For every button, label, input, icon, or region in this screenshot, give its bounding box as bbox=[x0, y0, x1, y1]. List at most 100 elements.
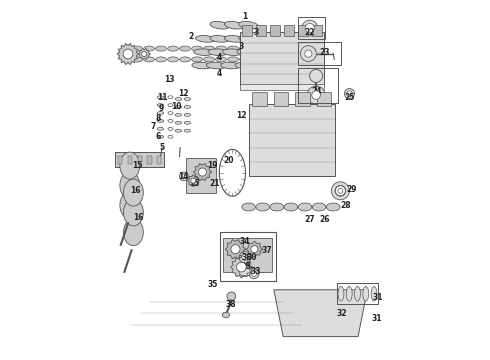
Text: 28: 28 bbox=[341, 201, 351, 210]
Circle shape bbox=[346, 91, 352, 96]
Ellipse shape bbox=[371, 287, 377, 301]
Bar bbox=[157, 156, 161, 164]
Ellipse shape bbox=[216, 46, 226, 51]
Bar bbox=[242, 25, 252, 36]
Ellipse shape bbox=[222, 312, 229, 318]
Text: 21: 21 bbox=[209, 179, 220, 188]
Text: 3: 3 bbox=[253, 28, 258, 37]
Polygon shape bbox=[188, 175, 199, 186]
Ellipse shape bbox=[194, 49, 214, 55]
Circle shape bbox=[142, 51, 147, 57]
Ellipse shape bbox=[180, 46, 191, 51]
Circle shape bbox=[251, 246, 258, 253]
Circle shape bbox=[191, 178, 196, 183]
Circle shape bbox=[242, 254, 248, 261]
Circle shape bbox=[310, 69, 322, 82]
Circle shape bbox=[305, 23, 315, 33]
Ellipse shape bbox=[157, 112, 164, 114]
Ellipse shape bbox=[123, 179, 143, 206]
Ellipse shape bbox=[168, 96, 173, 99]
Text: 2: 2 bbox=[188, 32, 194, 41]
Ellipse shape bbox=[156, 57, 167, 62]
Circle shape bbox=[300, 46, 316, 62]
Ellipse shape bbox=[355, 287, 361, 301]
Polygon shape bbox=[274, 290, 368, 337]
Text: 5: 5 bbox=[160, 143, 165, 152]
Ellipse shape bbox=[120, 192, 140, 219]
Ellipse shape bbox=[175, 98, 182, 100]
Text: 27: 27 bbox=[304, 215, 315, 224]
Text: 29: 29 bbox=[346, 185, 356, 194]
Text: 7: 7 bbox=[150, 122, 156, 131]
Ellipse shape bbox=[175, 113, 182, 116]
Circle shape bbox=[181, 174, 186, 179]
Text: 12: 12 bbox=[236, 111, 246, 120]
Bar bbox=[295, 92, 310, 106]
Polygon shape bbox=[139, 49, 150, 59]
Text: 16: 16 bbox=[130, 186, 141, 195]
Circle shape bbox=[239, 252, 251, 263]
Bar bbox=[317, 92, 331, 106]
Text: 26: 26 bbox=[319, 215, 329, 224]
Text: 3: 3 bbox=[239, 42, 244, 51]
Text: 9: 9 bbox=[159, 104, 164, 113]
Ellipse shape bbox=[157, 104, 164, 107]
Polygon shape bbox=[231, 256, 252, 278]
Bar bbox=[284, 25, 294, 36]
Ellipse shape bbox=[157, 135, 164, 138]
Ellipse shape bbox=[144, 46, 154, 51]
Ellipse shape bbox=[157, 127, 164, 130]
Bar bbox=[256, 25, 266, 36]
Text: 25: 25 bbox=[344, 93, 355, 102]
Circle shape bbox=[335, 185, 346, 196]
Bar bbox=[298, 25, 308, 36]
Ellipse shape bbox=[157, 96, 164, 99]
Bar bbox=[298, 17, 325, 39]
Ellipse shape bbox=[220, 62, 241, 69]
Ellipse shape bbox=[224, 21, 244, 29]
Circle shape bbox=[344, 89, 354, 99]
Ellipse shape bbox=[192, 57, 202, 62]
Text: 11: 11 bbox=[157, 93, 168, 102]
Bar bbox=[223, 238, 272, 272]
Bar bbox=[118, 156, 122, 164]
Circle shape bbox=[307, 86, 325, 104]
Polygon shape bbox=[225, 240, 245, 259]
Text: 20: 20 bbox=[223, 156, 234, 165]
Polygon shape bbox=[117, 44, 139, 64]
Bar bbox=[312, 25, 322, 36]
Circle shape bbox=[302, 20, 318, 36]
Ellipse shape bbox=[237, 49, 257, 55]
Ellipse shape bbox=[175, 129, 182, 132]
Circle shape bbox=[331, 182, 349, 200]
Ellipse shape bbox=[184, 98, 191, 100]
Ellipse shape bbox=[270, 203, 284, 211]
Ellipse shape bbox=[216, 57, 226, 62]
Circle shape bbox=[231, 245, 240, 254]
Ellipse shape bbox=[242, 203, 255, 211]
Ellipse shape bbox=[222, 49, 242, 55]
Text: 15: 15 bbox=[132, 161, 142, 170]
Bar bbox=[186, 158, 216, 193]
Ellipse shape bbox=[208, 49, 228, 55]
Ellipse shape bbox=[157, 120, 164, 122]
Polygon shape bbox=[194, 163, 211, 181]
Ellipse shape bbox=[184, 121, 191, 124]
Text: 30: 30 bbox=[247, 253, 257, 262]
Bar bbox=[138, 156, 142, 164]
Text: 16: 16 bbox=[134, 213, 144, 222]
Ellipse shape bbox=[240, 46, 250, 51]
Circle shape bbox=[239, 264, 251, 276]
Circle shape bbox=[198, 168, 206, 176]
Ellipse shape bbox=[239, 36, 258, 42]
Ellipse shape bbox=[123, 219, 143, 246]
Ellipse shape bbox=[168, 104, 173, 107]
Ellipse shape bbox=[156, 46, 167, 51]
Ellipse shape bbox=[239, 21, 258, 29]
Circle shape bbox=[227, 292, 236, 301]
Ellipse shape bbox=[227, 57, 239, 62]
Ellipse shape bbox=[184, 129, 191, 132]
Text: 31: 31 bbox=[371, 314, 382, 323]
Ellipse shape bbox=[210, 36, 230, 42]
Text: 8: 8 bbox=[155, 114, 161, 123]
